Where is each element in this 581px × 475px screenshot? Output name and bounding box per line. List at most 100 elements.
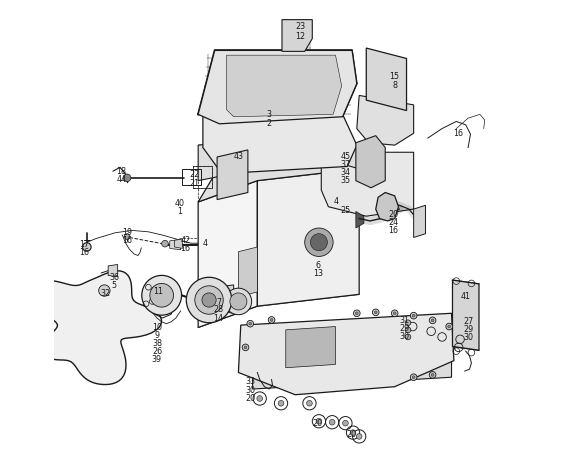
Circle shape [142,276,182,315]
Text: 6: 6 [315,261,321,270]
Text: 24: 24 [388,218,399,228]
Circle shape [257,396,263,401]
Circle shape [374,311,377,314]
Circle shape [412,314,415,317]
Circle shape [329,419,335,425]
Circle shape [372,309,379,316]
Circle shape [278,400,284,406]
Text: 34: 34 [341,168,351,177]
Text: 22: 22 [190,171,200,180]
Polygon shape [286,326,335,368]
Circle shape [83,243,91,251]
Circle shape [446,323,453,330]
Polygon shape [108,265,117,277]
Polygon shape [198,157,359,202]
Polygon shape [282,19,312,51]
Text: 39: 39 [152,355,162,364]
Text: 30: 30 [245,386,255,395]
Circle shape [392,310,398,317]
Circle shape [405,320,411,325]
Circle shape [316,418,322,424]
Circle shape [195,286,223,314]
Text: 23: 23 [295,22,305,31]
Text: 10: 10 [152,323,162,332]
Polygon shape [253,353,451,389]
Circle shape [405,327,411,332]
Polygon shape [453,280,479,350]
Text: 19: 19 [122,228,132,238]
Text: 2: 2 [267,119,272,128]
Text: 11: 11 [153,287,163,296]
Text: 16: 16 [122,237,132,245]
Circle shape [202,293,216,307]
Circle shape [429,317,436,323]
Text: 12: 12 [295,32,305,41]
Text: 38: 38 [152,339,162,348]
Text: 1: 1 [177,207,182,216]
Polygon shape [198,133,359,180]
Circle shape [429,371,436,378]
Text: 21: 21 [190,179,200,188]
Text: 41: 41 [461,292,471,301]
Circle shape [412,376,415,379]
Circle shape [448,325,451,328]
Circle shape [247,320,253,327]
Text: 14: 14 [213,314,224,323]
Text: 5: 5 [112,281,117,290]
Circle shape [244,346,247,349]
Circle shape [307,400,312,406]
Text: 20: 20 [245,394,255,402]
Circle shape [343,420,348,426]
Circle shape [124,234,130,239]
Circle shape [410,374,417,380]
Polygon shape [217,285,234,314]
Polygon shape [257,169,359,306]
Text: 8: 8 [392,81,397,90]
Text: 20: 20 [346,429,356,438]
Circle shape [268,317,275,323]
Text: 16: 16 [388,227,398,236]
Text: 37: 37 [341,160,351,169]
Circle shape [230,293,247,310]
Circle shape [356,312,358,315]
Text: 26: 26 [152,347,162,356]
Text: 15: 15 [390,72,400,81]
Text: 20: 20 [312,418,322,428]
Circle shape [410,313,417,319]
Text: 45: 45 [341,152,351,161]
Text: 32: 32 [101,289,111,298]
Circle shape [225,288,252,315]
Text: 13: 13 [313,269,323,278]
Text: 40: 40 [174,199,184,208]
Text: 16: 16 [180,244,191,253]
Polygon shape [238,247,257,297]
Circle shape [431,319,434,322]
Polygon shape [203,114,357,173]
Circle shape [356,434,362,439]
Polygon shape [414,205,425,238]
Polygon shape [321,152,414,216]
Text: 4: 4 [333,198,339,207]
Circle shape [187,277,232,323]
Circle shape [310,234,328,251]
Polygon shape [198,180,257,327]
Text: 29: 29 [399,324,409,333]
Circle shape [162,240,168,247]
Polygon shape [31,271,162,385]
Circle shape [405,334,411,340]
Circle shape [242,344,249,351]
Polygon shape [238,314,454,395]
Text: 28: 28 [213,305,224,314]
Circle shape [150,284,174,307]
Circle shape [270,319,273,321]
Text: 7: 7 [216,298,221,307]
Polygon shape [174,239,182,248]
Circle shape [249,322,252,325]
Bar [193,166,212,188]
Text: 44: 44 [116,175,127,184]
Circle shape [304,228,333,256]
Text: 16: 16 [80,247,89,257]
Text: 25: 25 [340,206,350,215]
Text: 30: 30 [463,333,473,342]
Text: 4: 4 [203,239,208,248]
